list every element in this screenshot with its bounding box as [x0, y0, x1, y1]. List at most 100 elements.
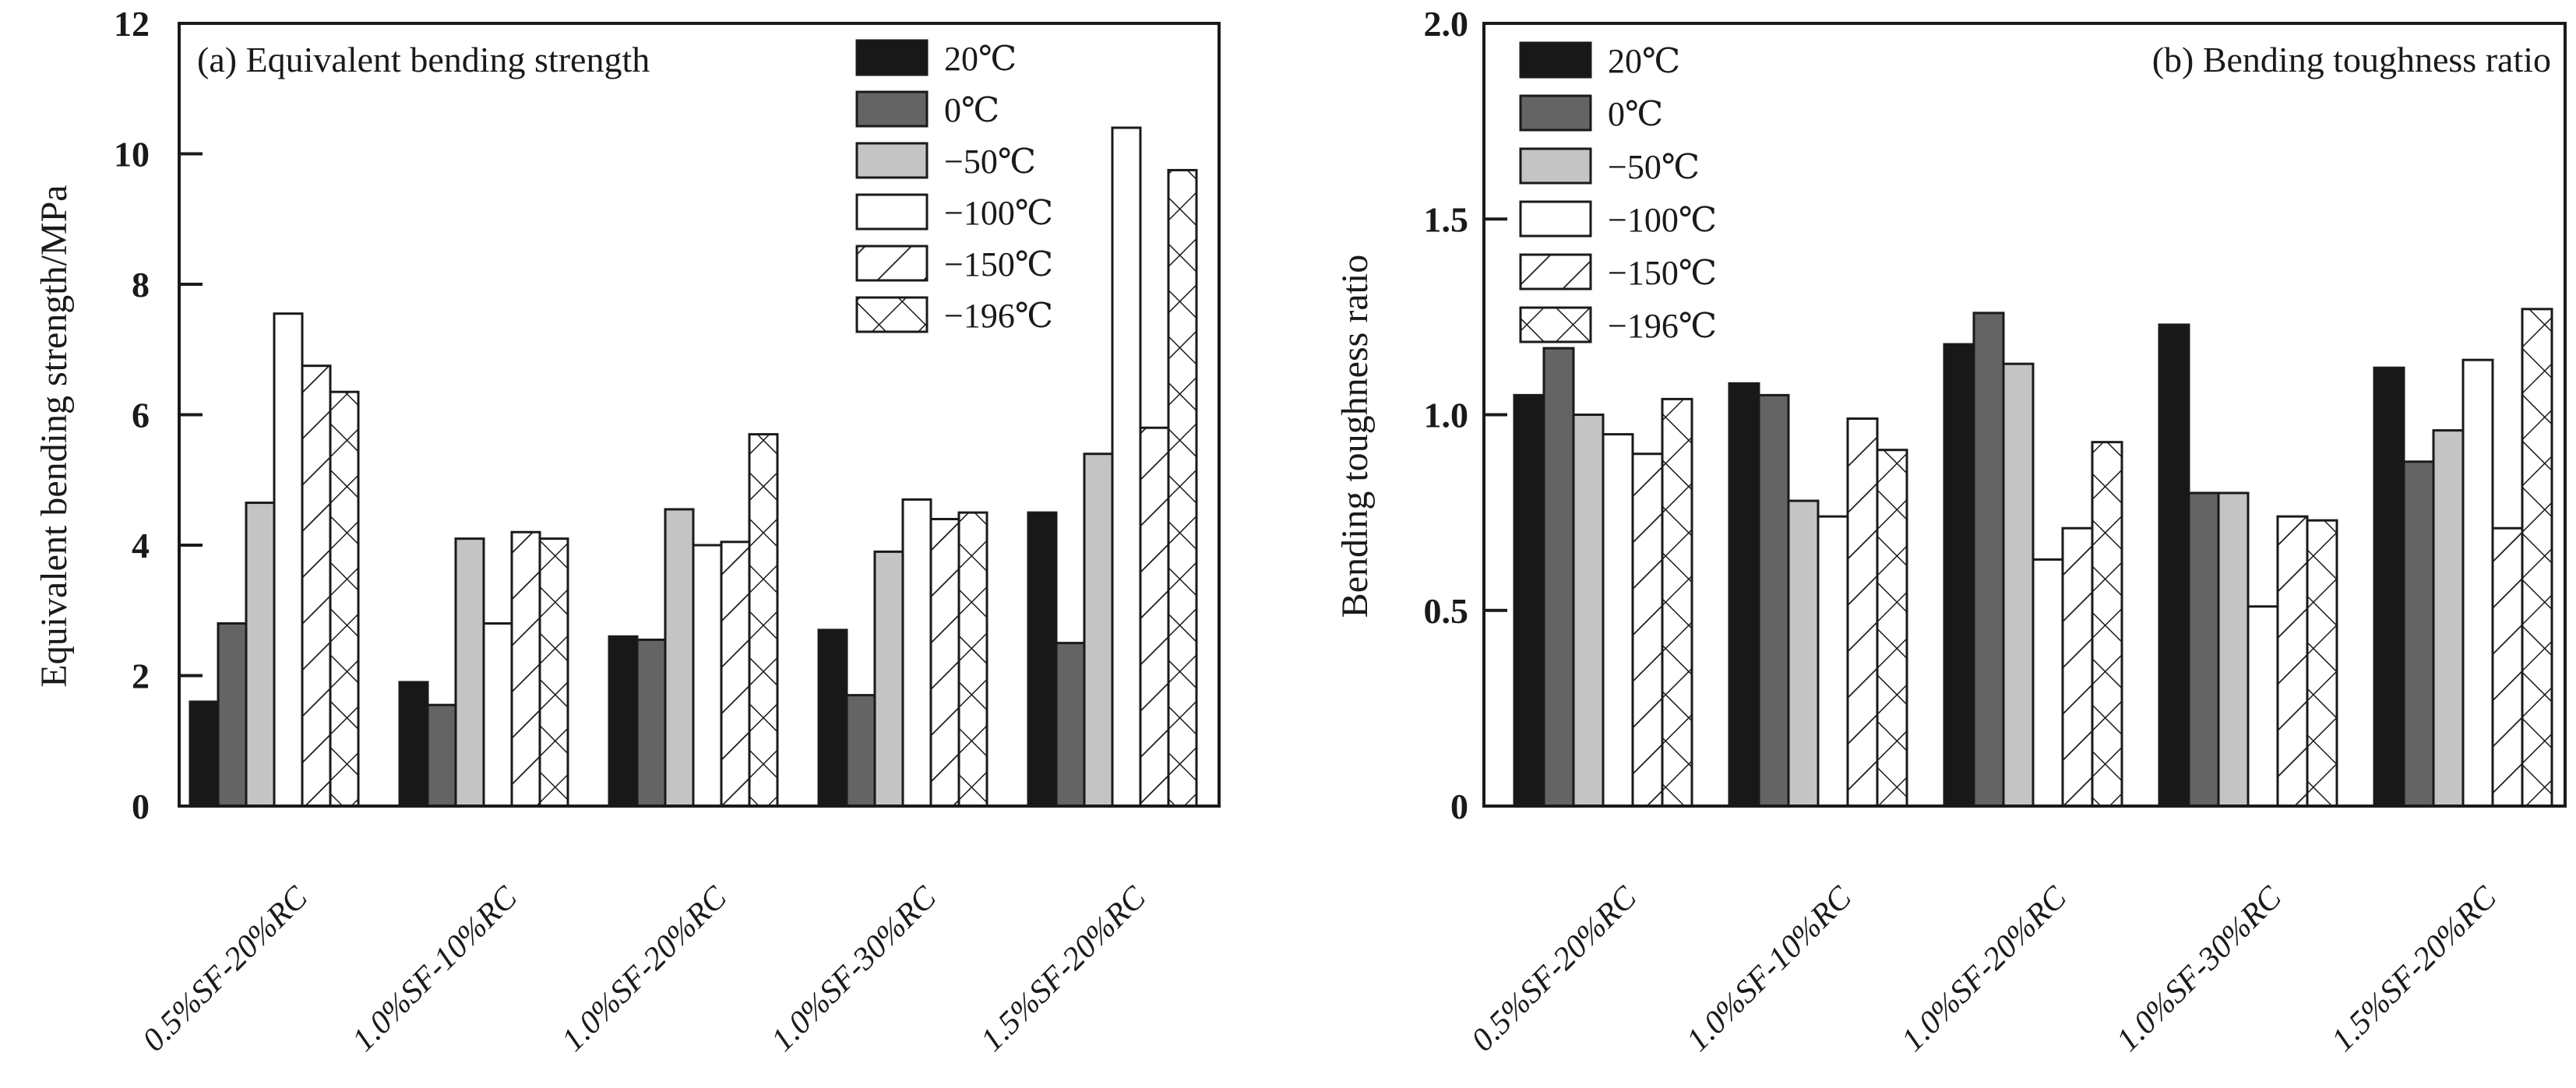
- panel-a-bar-s1-g3: [845, 694, 876, 808]
- panel-b-y-tick-label: 0.5: [1424, 591, 1469, 631]
- panel-b-bar-s3-g2: [2032, 558, 2064, 808]
- panel-a-legend-swatch-4: [855, 245, 929, 282]
- panel-b-bar-s4-g0: [1631, 452, 1664, 808]
- panel-a-x-category-label-1: 1.0%SF-10%RC: [345, 879, 524, 1058]
- panel-a-bar-s2-g1: [454, 537, 485, 808]
- panel-a-bar-s1-g1: [426, 703, 457, 808]
- panel-b-legend-label-3: −100℃: [1608, 201, 1717, 239]
- panel-b-y-tick-label: 1.0: [1424, 396, 1469, 435]
- panel-a-x-category-label-3: 1.0%SF-30%RC: [764, 879, 943, 1058]
- panel-a-bar-s2-g2: [664, 508, 695, 808]
- panel-b-legend-label-2: −50℃: [1608, 148, 1700, 186]
- panel-a-bar-s4-g4: [1139, 426, 1170, 808]
- panel-a-x-category-label-4: 1.5%SF-20%RC: [974, 879, 1153, 1058]
- panel-a-bar-s3-g4: [1111, 126, 1142, 808]
- panel-b-legend-label-1: 0℃: [1608, 95, 1663, 133]
- panel-a-legend-swatch-1: [855, 90, 929, 128]
- panel-b-y-tick-label: 1.5: [1424, 199, 1469, 239]
- panel-b-legend-swatch-5: [1519, 306, 1592, 343]
- panel-b-legend-swatch-1: [1519, 94, 1592, 132]
- panel-a-legend-label-0: 20℃: [944, 40, 1017, 78]
- panel-a-bar-s1-g4: [1055, 642, 1086, 808]
- panel-a-legend-label-3: −100℃: [944, 194, 1053, 232]
- panel-b-bar-s5-g0: [1661, 397, 1693, 808]
- panel-a-bar-s0-g3: [817, 629, 848, 808]
- panel-b-bar-s1-g4: [2402, 460, 2435, 808]
- panel-a-bar-s1-g0: [217, 622, 248, 808]
- panel-a-y-tick-label: 10: [114, 135, 150, 174]
- panel-a-bar-s0-g2: [608, 635, 639, 808]
- panel-b-legend-swatch-4: [1519, 253, 1592, 290]
- panel-a-legend-swatch-3: [855, 193, 929, 231]
- panel-a-bar-s5-g4: [1167, 168, 1198, 808]
- panel-a-legend-swatch-2: [855, 142, 929, 179]
- panel-a-bar-s5-g0: [329, 390, 360, 808]
- panel-a-bar-s2-g0: [245, 502, 276, 808]
- panel-a-y-axis-label: Equivalent bending strength/MPa: [33, 185, 75, 688]
- panel-a-bar-s1-g2: [636, 638, 667, 808]
- panel-a-legend-label-4: −150℃: [944, 245, 1053, 283]
- panel-b-x-category-label-4: 1.5%SF-20%RC: [2324, 879, 2504, 1058]
- panel-a-bar-s5-g3: [957, 511, 988, 808]
- panel-b-x-category-label-2: 1.0%SF-20%RC: [1894, 879, 2074, 1058]
- panel-b-bar-s1-g2: [1972, 312, 2005, 808]
- panel-a-bar-s2-g4: [1083, 452, 1114, 808]
- panel-a-bar-s0-g4: [1027, 511, 1058, 808]
- panel-b-bar-s4-g2: [2061, 526, 2094, 808]
- panel-b-legend-swatch-0: [1519, 41, 1592, 79]
- panel-b-y-tick-label: 0: [1450, 787, 1468, 826]
- panel-b-bar-s3-g0: [1602, 433, 1634, 808]
- panel-a-y-tick-label: 0: [132, 787, 150, 826]
- panel-b-bar-s2-g3: [2217, 491, 2250, 808]
- panel-a-bar-s4-g1: [510, 530, 541, 808]
- panel-b-bar-s3-g1: [1817, 515, 1849, 808]
- panel-b-plot-frame: [1482, 22, 2567, 808]
- panel-a-y-tick-label: 6: [132, 396, 150, 435]
- panel-b-bar-s3-g3: [2247, 605, 2279, 808]
- panel-b-y-tick-label: 2.0: [1424, 4, 1469, 44]
- panel-a-legend-label-1: 0℃: [944, 91, 999, 129]
- panel-a-legend-swatch-0: [855, 39, 929, 76]
- panel-b-bar-s1-g3: [2187, 491, 2220, 808]
- panel-b-legend-swatch-3: [1519, 200, 1592, 238]
- panel-b-x-category-label-3: 1.0%SF-30%RC: [2109, 879, 2289, 1058]
- panel-b-bar-s4-g3: [2276, 515, 2309, 808]
- panel-b-bar-s0-g3: [2158, 323, 2190, 808]
- panel-b-bar-s5-g4: [2521, 308, 2553, 808]
- panel-a-bar-s3-g3: [901, 498, 932, 808]
- panel-b-x-category-label-0: 0.5%SF-20%RC: [1464, 879, 1644, 1058]
- panel-b-bar-s5-g2: [2091, 441, 2123, 808]
- panel-b-bar-s2-g1: [1787, 499, 1820, 808]
- panel-b-bar-s0-g0: [1513, 393, 1545, 808]
- panel-b-bar-s0-g1: [1728, 382, 1760, 808]
- panel-b-bar-s5-g3: [2306, 519, 2338, 808]
- panel-b-bar-s0-g2: [1943, 343, 1975, 808]
- panel-a-bar-s5-g2: [748, 433, 779, 808]
- panel-b-y-axis-label: Bending toughness ratio: [1334, 254, 1376, 618]
- panel-a-legend-swatch-5: [855, 296, 929, 333]
- panel-a-y-tick-label: 2: [132, 657, 150, 696]
- panel-a-bar-s4-g0: [301, 364, 332, 808]
- panel-a-bar-s2-g3: [873, 550, 904, 808]
- panel-a-x-category-label-2: 1.0%SF-20%RC: [555, 879, 734, 1058]
- panel-a-bar-s0-g0: [189, 700, 220, 808]
- panel-b-legend-swatch-2: [1519, 147, 1592, 185]
- panel-a-bar-s4-g2: [720, 540, 751, 808]
- panel-a-title: (a) Equivalent bending strength: [197, 40, 650, 79]
- panel-a-bar-s4-g3: [929, 518, 960, 808]
- panel-a-bar-s3-g2: [692, 544, 723, 808]
- panel-a-legend-label-2: −50℃: [944, 143, 1036, 181]
- panel-a-bar-s3-g1: [482, 622, 513, 808]
- panel-b-title: (b) Bending toughness ratio: [2151, 40, 2551, 79]
- panel-a-y-tick-label: 4: [132, 526, 150, 565]
- panel-a-legend-label-5: −196℃: [944, 297, 1053, 335]
- panel-b-legend-label-0: 20℃: [1608, 42, 1680, 80]
- panel-b-legend-label-5: −196℃: [1608, 307, 1717, 345]
- panel-a-x-category-label-0: 0.5%SF-20%RC: [136, 879, 315, 1058]
- panel-b-bar-s0-g4: [2373, 366, 2405, 808]
- panel-b-bar-s4-g4: [2491, 526, 2524, 808]
- panel-b-bar-s1-g1: [1757, 393, 1790, 808]
- panel-b-x-category-label-1: 1.0%SF-10%RC: [1679, 879, 1859, 1058]
